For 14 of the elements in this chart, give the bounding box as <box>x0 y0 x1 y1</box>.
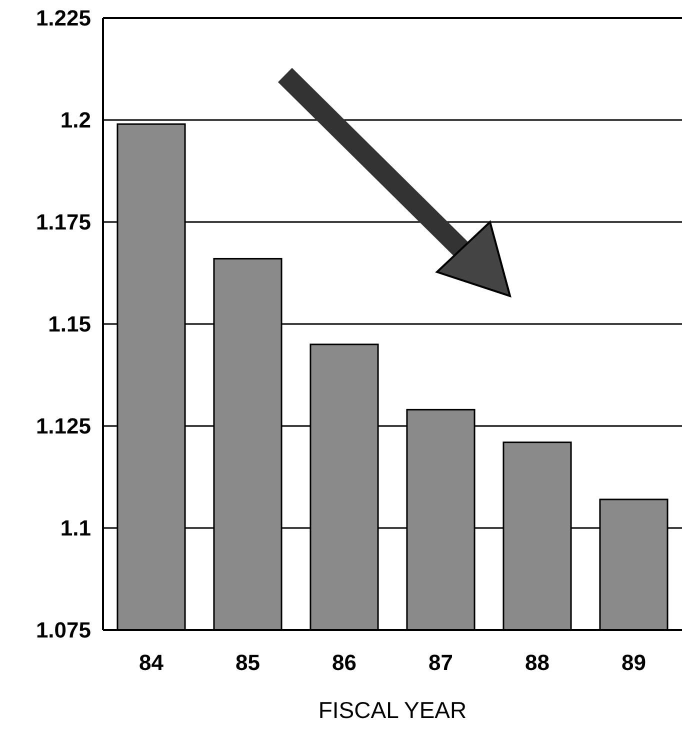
x-tick-label: 85 <box>236 650 260 675</box>
x-tick-label: 86 <box>332 650 356 675</box>
x-axis-title: FISCAL YEAR <box>318 697 467 723</box>
x-tick-label: 84 <box>139 650 164 675</box>
y-tick-label: 1.075 <box>36 618 91 643</box>
y-tick-label: 1.125 <box>36 414 91 439</box>
x-tick-label: 88 <box>525 650 550 675</box>
x-tick-label: 87 <box>428 650 453 675</box>
y-tick-label: 1.225 <box>36 6 91 31</box>
y-tick-label: 1.15 <box>48 312 91 337</box>
x-tick-label: 89 <box>622 650 646 675</box>
y-tick-label: 1.175 <box>36 210 91 235</box>
y-tick-label: 1.1 <box>60 516 91 541</box>
y-tick-label: 1.2 <box>60 108 91 133</box>
